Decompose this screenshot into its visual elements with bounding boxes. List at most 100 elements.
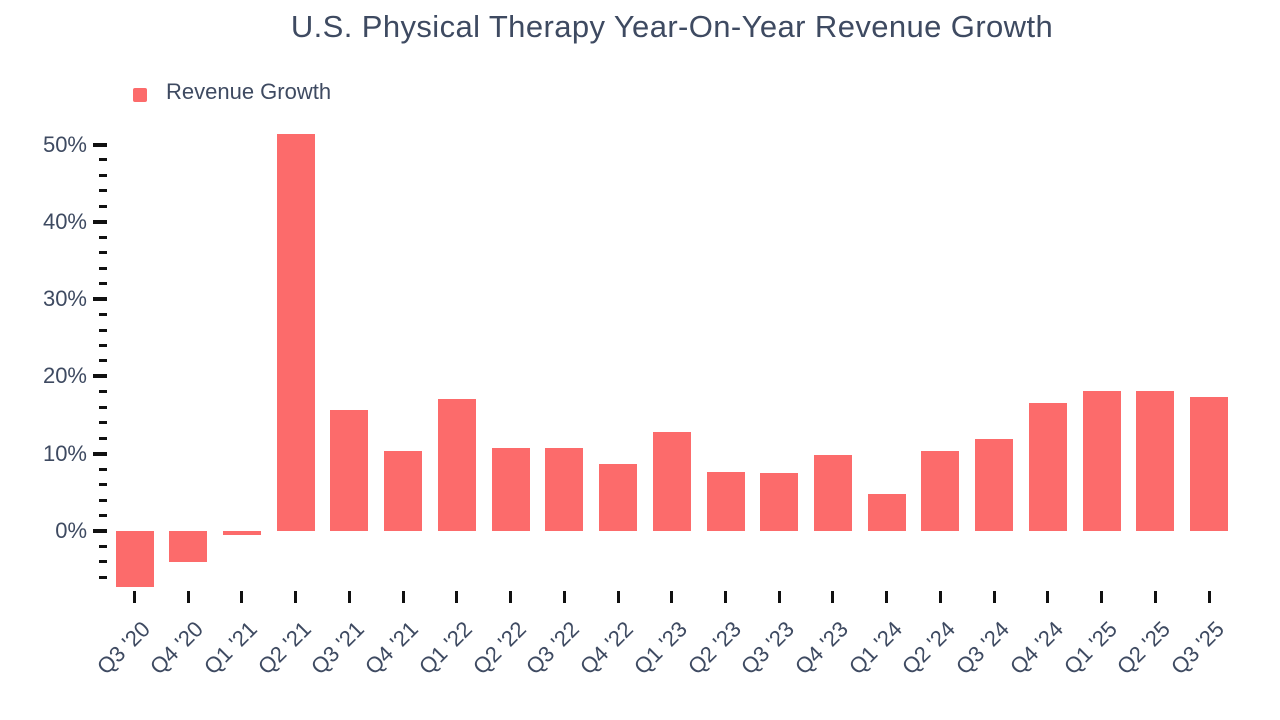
x-axis-label: Q2 '22	[467, 616, 531, 680]
bar	[437, 398, 476, 531]
legend: Revenue Growth	[133, 76, 331, 106]
x-axis-tick	[992, 591, 996, 603]
x-axis-tick	[724, 591, 728, 603]
bar	[599, 463, 638, 531]
y-axis-label: 0%	[55, 518, 87, 543]
y-axis-minor-tick	[99, 467, 107, 471]
x-axis-tick	[938, 591, 942, 603]
x-axis-label: Q4 '22	[575, 616, 639, 680]
y-axis-minor-tick	[99, 405, 107, 409]
bar	[1190, 397, 1229, 531]
y-axis-minor-tick	[99, 483, 107, 487]
x-axis-tick	[186, 591, 190, 603]
y-axis-minor-tick	[99, 390, 107, 394]
x-axis-label: Q4 '21	[360, 616, 424, 680]
x-axis-tick	[294, 591, 298, 603]
x-axis-label: Q1 '21	[198, 616, 262, 680]
x-axis-label: Q1 '25	[1058, 616, 1122, 680]
y-axis-minor-tick	[99, 436, 107, 440]
x-axis-label: Q4 '24	[1004, 616, 1068, 680]
bar	[921, 451, 960, 531]
x-axis-label: Q3 '23	[736, 616, 800, 680]
bar	[867, 493, 906, 531]
x-axis-label: Q3 '21	[306, 616, 370, 680]
y-axis-major-tick	[93, 142, 107, 147]
x-axis-tick	[1207, 591, 1211, 603]
x-axis-tick	[1153, 591, 1157, 603]
y-axis-minor-tick	[99, 251, 107, 255]
y-axis-minor-tick	[99, 514, 107, 518]
y-axis-label: 10%	[42, 440, 87, 466]
bar	[276, 134, 315, 531]
x-axis-label: Q2 '21	[252, 616, 316, 680]
x-axis-tick	[133, 591, 136, 603]
y-axis-minor-tick	[99, 235, 107, 239]
bar	[1136, 391, 1175, 531]
x-axis-label: Q4 '20	[145, 616, 209, 680]
x-axis-label: Q3 '22	[521, 616, 585, 680]
bar	[491, 447, 530, 531]
x-axis-label: Q1 '22	[413, 616, 477, 680]
y-axis-label: 30%	[42, 286, 87, 312]
x-axis-tick	[670, 591, 674, 603]
y-axis-minor-tick	[99, 359, 107, 363]
x-axis-tick	[616, 591, 620, 603]
bar	[115, 531, 154, 587]
bar	[1028, 402, 1067, 531]
y-axis-minor-tick	[99, 158, 107, 162]
x-axis-tick	[1046, 591, 1050, 603]
x-axis-label: Q2 '23	[682, 616, 746, 680]
bar	[1082, 391, 1121, 531]
x-axis-tick	[1100, 591, 1104, 603]
y-axis-label: 40%	[42, 208, 87, 234]
bar	[652, 432, 691, 531]
bar	[330, 409, 369, 531]
x-axis-label: Q4 '23	[789, 616, 853, 680]
x-axis-label: Q3 '25	[1166, 616, 1230, 680]
y-axis-major-tick	[93, 219, 107, 224]
y-axis-major-tick	[93, 451, 107, 456]
bar	[384, 450, 423, 531]
y-axis-minor-tick	[99, 575, 107, 579]
y-axis-major-tick	[93, 297, 107, 302]
bar	[760, 473, 799, 531]
bar	[222, 531, 261, 535]
y-axis-minor-tick	[99, 498, 107, 502]
x-axis-label: Q1 '23	[628, 616, 692, 680]
y-axis-minor-tick	[99, 313, 107, 317]
y-axis-minor-tick	[99, 544, 107, 548]
x-axis-label: Q2 '25	[1112, 616, 1176, 680]
x-axis-tick	[401, 591, 405, 603]
legend-swatch-icon	[133, 87, 147, 102]
y-axis-major-tick	[93, 374, 107, 379]
x-axis-label: Q1 '24	[843, 616, 907, 680]
y-axis-minor-tick	[99, 421, 107, 425]
y-axis-minor-tick	[99, 343, 107, 347]
y-axis-major-tick	[93, 529, 107, 533]
x-axis-label: Q2 '24	[897, 616, 961, 680]
y-axis-minor-tick	[99, 173, 107, 177]
bar	[813, 455, 852, 531]
chart-title: U.S. Physical Therapy Year-On-Year Reven…	[290, 9, 1054, 44]
y-axis-label: 20%	[42, 363, 87, 389]
y-axis-minor-tick	[99, 189, 107, 193]
x-axis-tick	[777, 591, 781, 603]
y-axis-minor-tick	[99, 266, 107, 270]
legend-label: Revenue Growth	[166, 79, 332, 104]
x-axis-tick	[347, 591, 351, 603]
x-axis-label: Q3 '20	[91, 616, 155, 680]
x-axis-tick	[885, 591, 889, 603]
y-axis-minor-tick	[99, 328, 107, 332]
x-axis-label: Q3 '24	[951, 616, 1015, 680]
y-axis-minor-tick	[99, 560, 107, 564]
x-axis-tick	[562, 591, 566, 603]
bar	[706, 472, 745, 531]
y-axis-label: 50%	[42, 131, 87, 157]
bar	[545, 447, 584, 531]
bar	[169, 531, 208, 562]
x-axis-tick	[509, 591, 513, 603]
x-axis-tick	[455, 591, 459, 603]
y-axis-minor-tick	[99, 282, 107, 286]
y-axis-minor-tick	[99, 204, 107, 208]
